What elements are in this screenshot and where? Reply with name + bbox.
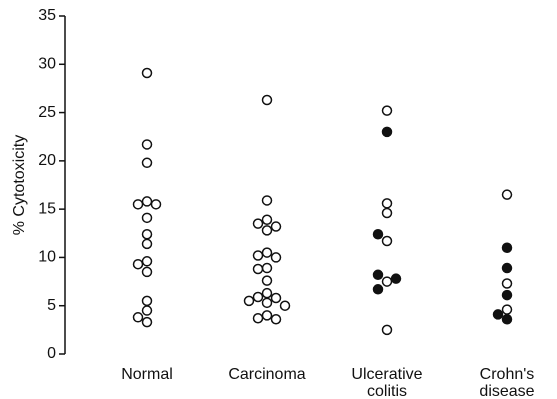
open-point [150,199,162,210]
open-point [141,266,153,278]
open-point [252,250,264,261]
open-point [501,278,513,289]
open-point [141,229,153,240]
open-point [381,207,393,219]
y-tick-label: 30 [38,56,56,73]
open-point [132,258,144,270]
filled-point [372,284,384,295]
y-axis-label: % Cytotoxicity [11,135,28,235]
open-point [261,225,273,236]
y-tick-label: 5 [47,297,56,314]
x-tick-label: Ulcerative [351,366,422,383]
open-point [141,212,153,224]
open-point [381,324,393,336]
open-point [261,262,273,274]
y-tick-label: 0 [47,345,56,362]
open-point [132,199,144,210]
open-point [261,195,273,206]
open-point [381,276,393,287]
open-point [132,312,144,323]
open-point [252,291,264,303]
open-point [381,235,393,247]
open-point [381,105,393,116]
x-tick-label: Carcinoma [228,366,305,383]
open-point [141,157,153,169]
filled-point [501,313,513,325]
open-point [501,304,513,315]
x-tick-label: Normal [121,366,173,383]
x-tick-label: Crohn's [480,366,535,383]
open-point [261,297,273,309]
open-point [270,221,282,232]
open-point [141,139,153,150]
open-point [252,218,264,229]
y-tick-label: 25 [38,104,56,121]
filled-point [372,269,384,281]
filled-point [372,229,384,240]
y-tick-label: 35 [38,7,56,24]
open-point [261,287,273,299]
x-tick-label: colitis [367,383,407,399]
y-tick-label: 10 [38,249,56,266]
open-point [252,263,264,275]
filled-point [390,273,402,284]
open-point [501,189,513,200]
filled-point [501,242,513,254]
open-point [141,305,153,316]
open-point [141,316,153,328]
open-point [270,313,282,325]
open-point [381,198,393,209]
open-point [261,275,273,286]
filled-point [492,309,504,320]
x-tick-label: disease [479,383,534,399]
open-point [270,292,282,304]
open-point [261,310,273,321]
open-point [279,300,291,311]
open-point [141,67,153,79]
open-point [141,295,153,307]
open-point [261,247,273,258]
open-point [252,313,264,324]
open-point [261,94,273,106]
open-point [270,252,282,263]
open-point [141,238,153,250]
filled-point [381,126,393,138]
y-tick-label: 15 [38,200,56,217]
y-tick-label: 20 [38,152,56,169]
filled-point [501,262,513,274]
open-point [141,256,153,267]
filled-point [501,289,513,301]
open-point [141,196,153,207]
open-point [243,295,255,307]
open-point [261,214,273,226]
